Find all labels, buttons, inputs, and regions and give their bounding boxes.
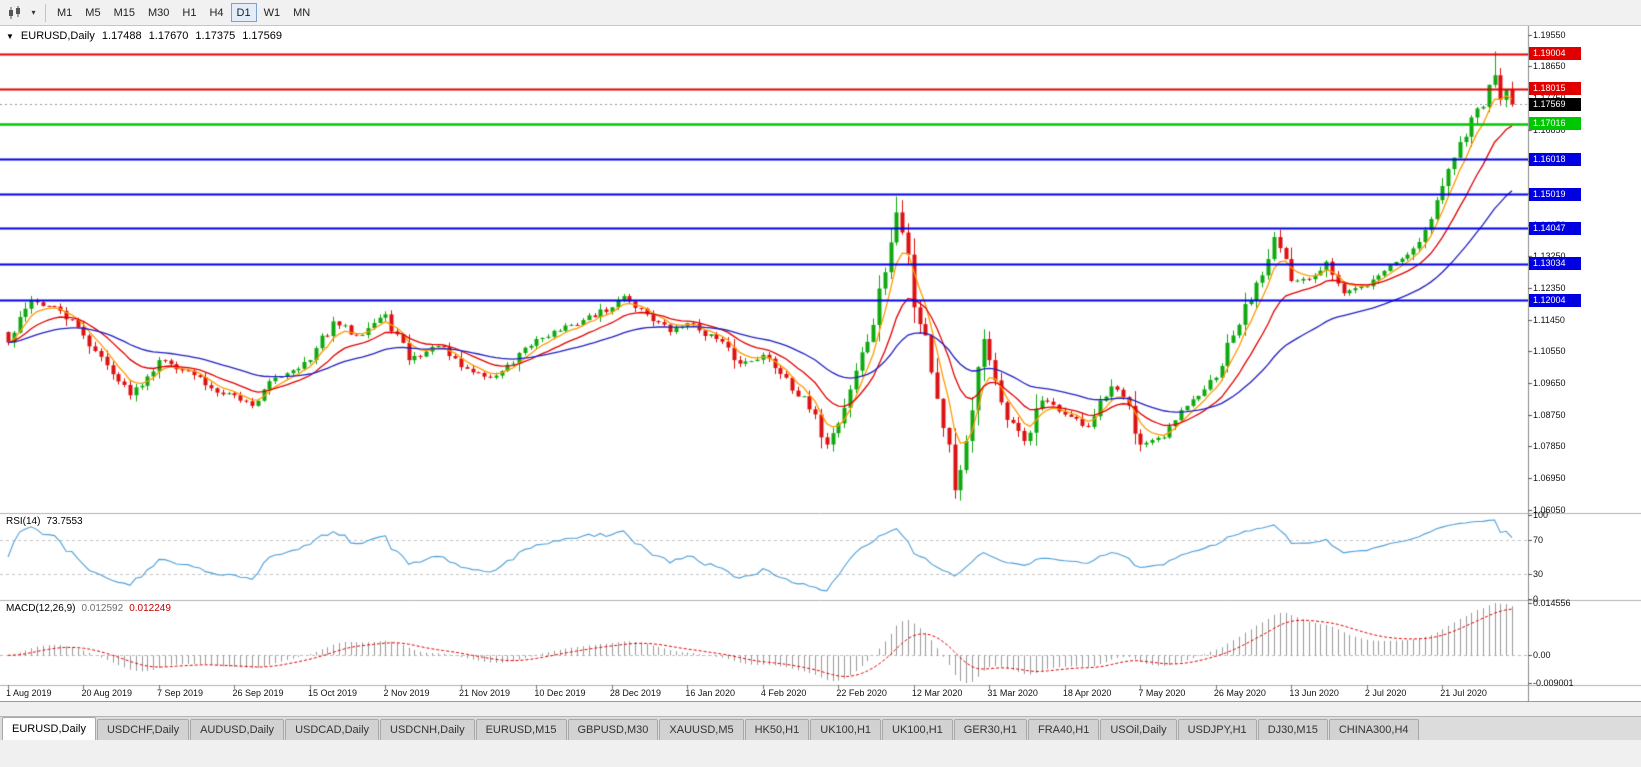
- price-axis-tick: 1.11450: [1533, 314, 1565, 325]
- timeframe-button-h4[interactable]: H4: [209, 6, 224, 19]
- price-axis-tick: 1.10550: [1533, 346, 1566, 357]
- timeframe-button-mn[interactable]: MN: [293, 6, 311, 19]
- price-axis-tick: 1.12350: [1533, 283, 1566, 294]
- low-value: 1.17375: [195, 30, 236, 42]
- timeframe-button-d1[interactable]: D1: [230, 3, 257, 22]
- tab-uk100-h1[interactable]: UK100,H1: [882, 719, 953, 740]
- time-axis-label: 15 Oct 2019: [307, 688, 357, 698]
- tab-fra40-h1[interactable]: FRA40,H1: [1027, 719, 1100, 740]
- timeframe-button-m1[interactable]: M1: [57, 6, 73, 19]
- tab-usdchf-daily[interactable]: USDCHF,Daily: [96, 719, 190, 740]
- rsi-value: 73.7553: [46, 516, 83, 527]
- price-level-badge: 1.16018: [1529, 152, 1581, 166]
- time-axis-label: 21 Jul 2020: [1440, 688, 1487, 698]
- time-axis-label: 31 Mar 2020: [987, 688, 1038, 698]
- rsi-axis-label: 70: [1533, 535, 1544, 546]
- tab-ger30-h1[interactable]: GER30,H1: [953, 719, 1027, 740]
- price-axis-tick: 1.06050: [1533, 504, 1566, 515]
- macd-name: MACD(12,26,9): [6, 603, 76, 614]
- chart-tabs: EURUSD,Daily USDCHF,Daily AUDUSD,Daily USDC…: [0, 716, 1641, 740]
- price-level-badge: 1.13034: [1529, 257, 1581, 271]
- chart-window: ▼ EURUSD,Daily 1.17488 1.17670 1.17375 1…: [0, 26, 1641, 702]
- open-value: 1.17488: [101, 30, 142, 42]
- macd-label: MACD(12,26,9) 0.012592 0.012249: [6, 603, 171, 614]
- timeframe-button-w1[interactable]: W1: [263, 6, 281, 19]
- tab-uk100-h1[interactable]: UK100,H1: [810, 719, 882, 740]
- tab-usdjpy-h1[interactable]: USDJPY,H1: [1177, 719, 1257, 740]
- tab-gbpusd-m30[interactable]: GBPUSD,M30: [567, 719, 659, 740]
- price-level-badge: 1.15019: [1529, 187, 1581, 201]
- price-axis-tick: 1.09650: [1533, 377, 1566, 388]
- timeframe-buttons: M1 M5 M15 M30 H1 H4 D1 W1 MN: [51, 3, 317, 22]
- chart-header: ▼ EURUSD,Daily 1.17488 1.17670 1.17375 1…: [6, 30, 282, 42]
- price-level-badge: 1.14047: [1529, 221, 1581, 235]
- time-axis-label: 10 Dec 2019: [534, 688, 586, 698]
- timeframe-button-m5[interactable]: M5: [85, 6, 101, 19]
- rsi-axis-label: 0: [1533, 594, 1539, 604]
- tab-usdcnh-daily[interactable]: USDCNH,Daily: [380, 719, 475, 740]
- macd-main-value: 0.012592: [81, 603, 124, 614]
- macd-axis-label: 0.014556: [1533, 598, 1571, 608]
- symbol-label: EURUSD,Daily: [20, 30, 95, 42]
- tab-usoil-daily[interactable]: USOil,Daily: [1100, 719, 1177, 740]
- close-value: 1.17569: [242, 30, 282, 42]
- tab-dj30-m15[interactable]: DJ30,M15: [1257, 719, 1328, 740]
- high-value: 1.17670: [148, 30, 189, 42]
- macd-axis-label: -0.009001: [1533, 678, 1574, 688]
- time-axis-label: 26 Sep 2019: [232, 688, 284, 698]
- price-axis-tick: 1.18650: [1533, 61, 1566, 72]
- tab-audusd-daily[interactable]: AUDUSD,Daily: [190, 719, 285, 740]
- candlestick-glyph: [9, 5, 20, 19]
- rsi-axis-label: 100: [1533, 510, 1549, 520]
- tab-usdcad-daily[interactable]: USDCAD,Daily: [285, 719, 380, 740]
- status-strip: [0, 740, 1641, 767]
- time-axis-label: 28 Dec 2019: [609, 688, 661, 698]
- time-axis-label: 2 Nov 2019: [383, 688, 430, 698]
- tab-china300-h4[interactable]: CHINA300,H4: [1328, 719, 1419, 740]
- price-chart-canvas[interactable]: [0, 26, 1641, 702]
- tab-eurusd-m15[interactable]: EURUSD,M15: [475, 719, 567, 740]
- time-axis-label: 4 Feb 2020: [760, 688, 807, 698]
- tab-xauusd-m5[interactable]: XAUUSD,M5: [659, 719, 744, 740]
- symbol-dropdown-icon[interactable]: ▼: [6, 31, 14, 41]
- dropdown-caret-icon[interactable]: ▾: [31, 8, 36, 17]
- time-axis-label: 1 Aug 2019: [6, 688, 52, 698]
- price-level-badge: 1.17016: [1529, 117, 1581, 131]
- tab-hk50-h1[interactable]: HK50,H1: [744, 719, 810, 740]
- rsi-axis-label: 30: [1533, 568, 1544, 579]
- top-toolbar: ▾ M1 M5 M15 M30 H1 H4 D1 W1 MN: [0, 0, 1641, 26]
- time-axis-label: 26 May 2020: [1213, 688, 1266, 698]
- horizontal-scroll-strip[interactable]: [0, 702, 1641, 716]
- tab-eurusd-daily[interactable]: EURUSD,Daily: [2, 717, 96, 740]
- time-axis-label: 20 Aug 2019: [81, 688, 133, 698]
- time-axis-label: 22 Feb 2020: [836, 688, 887, 698]
- price-axis-tick: 1.08750: [1533, 409, 1566, 420]
- toolbar-separator: [45, 3, 46, 22]
- rsi-name: RSI(14): [6, 516, 41, 527]
- price-level-badge: 1.12004: [1529, 293, 1581, 307]
- timeframe-button-m30[interactable]: M30: [147, 6, 170, 19]
- time-axis-label: 21 Nov 2019: [458, 688, 510, 698]
- time-axis-label: 12 Mar 2020: [911, 688, 963, 698]
- macd-signal-value: 0.012249: [129, 603, 171, 614]
- price-axis-tick: 1.19550: [1533, 29, 1566, 40]
- chart-type-icon[interactable]: [3, 3, 27, 23]
- timeframe-button-h1[interactable]: H1: [182, 6, 197, 19]
- time-axis-label: 7 May 2020: [1138, 688, 1186, 698]
- time-axis-label: 18 Apr 2020: [1062, 688, 1112, 698]
- timeframe-button-m15[interactable]: M15: [113, 6, 135, 19]
- time-axis-label: 13 Jun 2020: [1289, 688, 1339, 698]
- rsi-label: RSI(14) 73.7553: [6, 516, 83, 527]
- current-price-badge: 1.17569: [1529, 97, 1581, 111]
- price-axis-tick: 1.06950: [1533, 472, 1566, 483]
- time-axis-label: 7 Sep 2019: [156, 688, 204, 698]
- time-axis-label: 16 Jan 2020: [685, 688, 735, 698]
- price-level-badge: 1.19004: [1529, 47, 1581, 61]
- macd-axis-label: 0.00: [1533, 650, 1551, 661]
- time-axis-label: 2 Jul 2020: [1364, 688, 1407, 698]
- price-axis-tick: 1.13250: [1533, 251, 1566, 262]
- price-axis-tick: 1.07850: [1533, 441, 1566, 452]
- price-level-badge: 1.18015: [1529, 82, 1581, 96]
